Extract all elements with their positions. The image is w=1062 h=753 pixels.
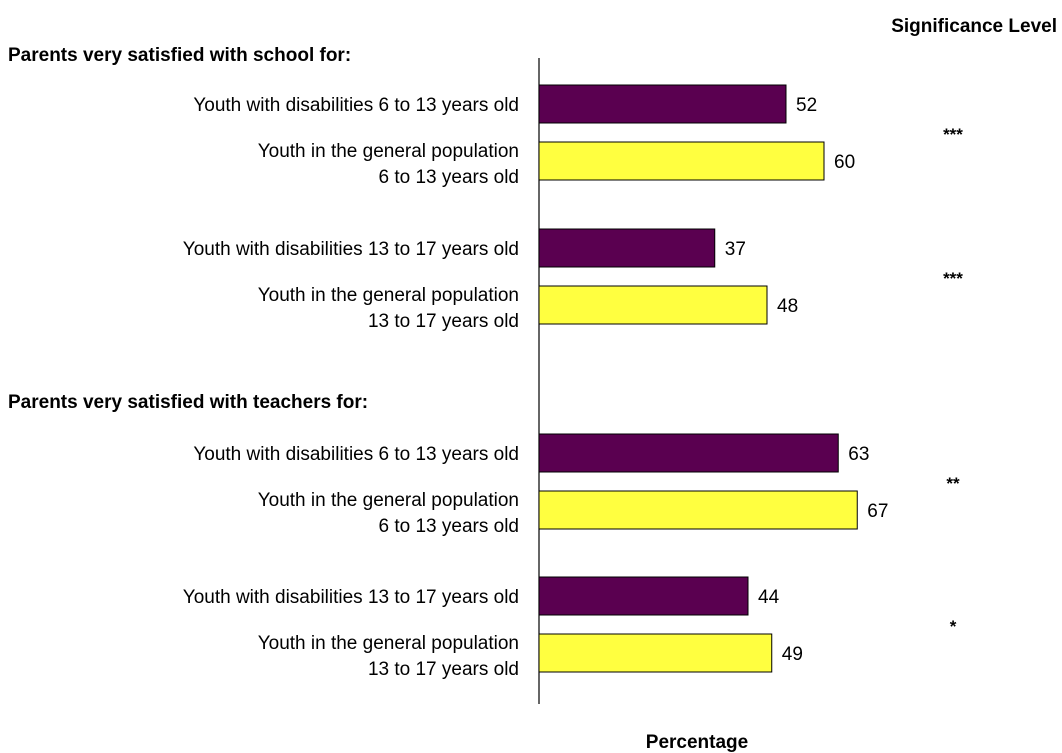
value-label: 60 [834, 152, 855, 173]
category-label: 13 to 17 years old [368, 659, 519, 680]
bar-general [538, 633, 773, 673]
category-label: 6 to 13 years old [379, 516, 519, 537]
category-label: Youth in the general population [258, 490, 519, 511]
significance-marker: *** [943, 125, 963, 144]
category-label: Youth in the general population [258, 285, 519, 306]
value-label: 37 [725, 239, 746, 260]
value-label: 49 [782, 644, 803, 665]
category-label: Youth in the general population [258, 633, 519, 654]
bar-general [538, 490, 858, 530]
significance-marker: ** [946, 474, 960, 493]
category-label: Youth with disabilities 6 to 13 years ol… [193, 95, 519, 116]
significance-marker: * [950, 617, 957, 636]
value-label: 52 [796, 95, 817, 116]
group-heading: Parents very satisfied with school for: [8, 45, 351, 66]
bar-groups: Parents very satisfied with school for: 5… [8, 45, 963, 680]
bar-general [538, 285, 768, 325]
category-label: Youth with disabilities 13 to 17 years o… [183, 239, 519, 260]
category-label: 6 to 13 years old [379, 167, 519, 188]
category-label: Youth with disabilities 6 to 13 years ol… [193, 444, 519, 465]
significance-header: Significance Level [891, 16, 1057, 37]
group-heading: Parents very satisfied with teachers for… [8, 392, 368, 413]
significance-marker: *** [943, 269, 963, 288]
category-label: 13 to 17 years old [368, 311, 519, 332]
category-label: Youth in the general population [258, 141, 519, 162]
value-label: 63 [848, 444, 869, 465]
value-label: 48 [777, 296, 798, 317]
bar-disabilities [538, 433, 839, 473]
category-label: Youth with disabilities 13 to 17 years o… [183, 587, 519, 608]
bar-general [538, 141, 825, 181]
bar-disabilities [538, 228, 716, 268]
bar-disabilities [538, 84, 787, 124]
bar-disabilities [538, 576, 749, 616]
value-label: 44 [758, 587, 780, 608]
x-axis-label: Percentage [646, 732, 748, 753]
value-label: 67 [867, 501, 888, 522]
